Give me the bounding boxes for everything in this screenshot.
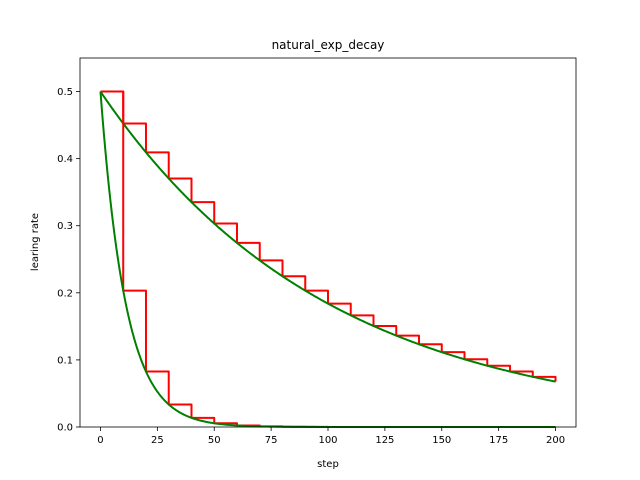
x-tick-label: 100 xyxy=(318,435,337,446)
y-axis-ticks: 0.0 0.1 0.2 0.3 0.4 0.5 xyxy=(57,87,80,434)
x-tick-label: 175 xyxy=(489,435,508,446)
x-axis-ticks: 0 25 50 75 100 125 150 175 200 xyxy=(97,427,565,446)
x-tick-label: 25 xyxy=(151,435,164,446)
x-axis-label: step xyxy=(317,459,339,470)
y-tick-label: 0.1 xyxy=(57,355,73,366)
y-axis-label: learing rate xyxy=(30,213,41,271)
series-line-2 xyxy=(99,90,556,383)
y-tick-label: 0.4 xyxy=(57,154,73,165)
y-tick-label: 0.5 xyxy=(57,87,73,98)
x-tick-label: 0 xyxy=(97,435,103,446)
y-tick-label: 0.3 xyxy=(57,221,73,232)
y-tick-label: 0.0 xyxy=(57,423,73,434)
x-tick-label: 200 xyxy=(546,435,565,446)
x-tick-label: 125 xyxy=(375,435,394,446)
x-tick-label: 50 xyxy=(208,435,221,446)
x-tick-label: 75 xyxy=(265,435,278,446)
chart-title: natural_exp_decay xyxy=(272,38,385,52)
y-tick-label: 0.2 xyxy=(57,288,73,299)
x-tick-label: 150 xyxy=(432,435,451,446)
